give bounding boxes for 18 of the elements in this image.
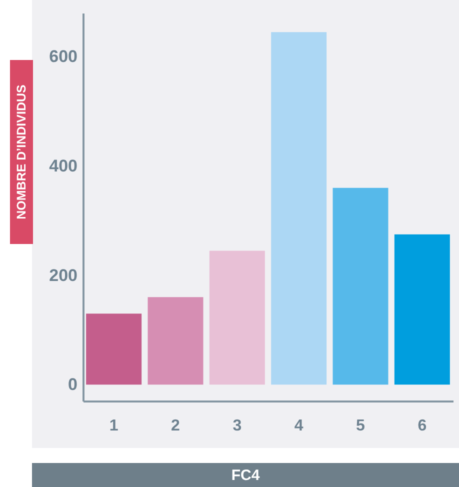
x-tick-label: 1 (109, 418, 118, 434)
x-tick-label: 5 (356, 418, 366, 434)
y-axis-title: NOMBRE D’INDIVIDUS (14, 84, 29, 220)
x-axis-title: FC4 (32, 463, 459, 487)
x-tick-label: 2 (171, 418, 180, 434)
y-tick-label: 400 (49, 156, 78, 176)
y-tick-label: 0 (68, 375, 78, 394)
bar (148, 297, 204, 385)
x-tick-label: 3 (232, 418, 242, 434)
y-tick-label: 200 (49, 266, 78, 285)
bar (394, 234, 450, 385)
y-tick-label: 600 (49, 47, 78, 66)
x-tick-label: 4 (294, 418, 304, 434)
bar (271, 32, 327, 385)
bar (86, 314, 142, 385)
bar (332, 188, 388, 385)
bar (209, 250, 265, 385)
x-tick-label: 6 (418, 418, 427, 434)
